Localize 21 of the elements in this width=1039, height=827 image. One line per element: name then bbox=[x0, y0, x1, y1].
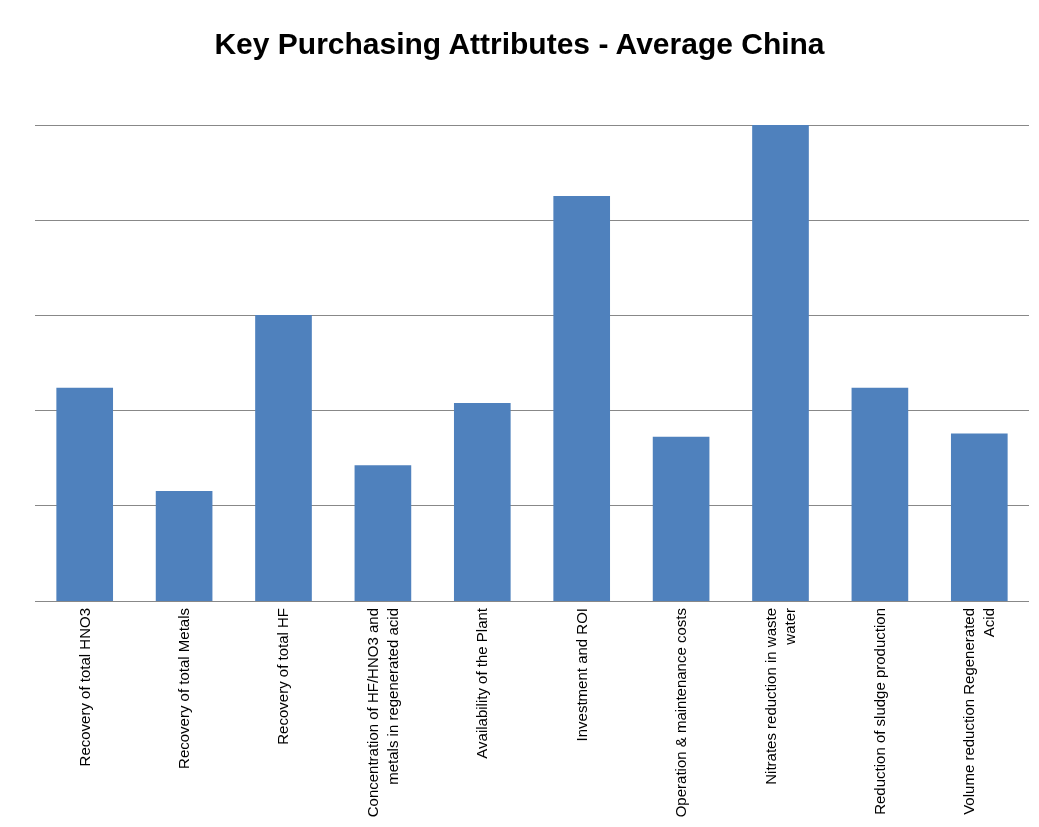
x-tick-label: Concentration of HF/HNO3 and metals in regenerated acid bbox=[364, 608, 401, 818]
x-tick-label: Reduction of sludge production bbox=[870, 608, 888, 815]
x-tick-label: Volume reduction Regenerated Acid bbox=[960, 608, 997, 815]
bar bbox=[652, 436, 710, 601]
bar bbox=[255, 314, 312, 601]
x-tick-label: Recovery of total HF bbox=[274, 608, 292, 745]
x-tick-label: Recovery of total HNO3 bbox=[75, 608, 93, 767]
x-tick-label: Availability of the Plant bbox=[473, 607, 491, 759]
bar bbox=[553, 195, 611, 601]
bar bbox=[752, 125, 809, 601]
bar bbox=[354, 465, 412, 601]
x-tick-label: Nitrates reduction in waste water bbox=[761, 608, 799, 785]
x-tick-label: Operation & maintenance costs bbox=[671, 608, 689, 818]
x-tick-label: Investment and ROI bbox=[572, 608, 590, 742]
chart-title: Key Purchasing Attributes - Average China bbox=[214, 27, 825, 61]
bar bbox=[155, 491, 213, 601]
x-tick-label: Recovery of total Metals bbox=[174, 608, 192, 769]
bar bbox=[56, 387, 114, 601]
bar bbox=[950, 433, 1008, 601]
bar bbox=[453, 403, 511, 601]
bar bbox=[851, 387, 909, 601]
